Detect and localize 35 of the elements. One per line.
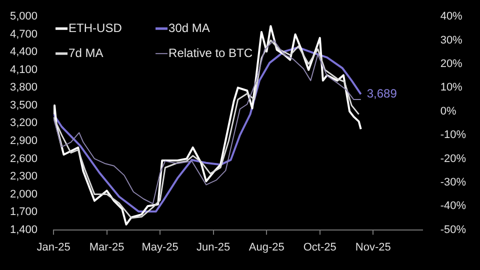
y2-tick-label: -10% (440, 129, 466, 142)
y-tick-label: 5,000 (10, 10, 38, 23)
x-tick-label: Jun-25 (196, 241, 230, 254)
legend-label: ETH-USD (68, 20, 122, 35)
x-tick-label: Aug-25 (248, 241, 284, 254)
legend-label: 30d MA (168, 20, 210, 35)
y2-tick-label: 20% (440, 58, 463, 70)
y-tick-label: 3,200 (10, 117, 38, 130)
y-tick-label: 3,500 (10, 99, 38, 112)
y2-tick-label: 0% (440, 105, 456, 118)
y-tick-label: 1,700 (10, 206, 38, 218)
y-tick-label: 4,700 (10, 28, 38, 40)
y2-tick-label: 10% (440, 82, 463, 94)
annotation: 3,689 (366, 86, 398, 101)
y2-tick-label: 40% (440, 10, 463, 23)
y2-tick-label: 30% (440, 34, 463, 46)
y-tick-label: 2,600 (10, 152, 38, 165)
x-tick-label: Oct-25 (303, 241, 336, 254)
x-tick-label: Jan-25 (36, 241, 70, 254)
y-tick-label: 3,800 (10, 82, 38, 94)
y-tick-label: 2,000 (10, 188, 38, 200)
y2-tick-label: -30% (440, 176, 466, 188)
y-tick-label: 1,400 (10, 224, 38, 236)
y-tick-label: 4,400 (10, 46, 38, 58)
y2-tick-label: -50% (440, 224, 466, 236)
y-tick-label: 2,900 (10, 135, 38, 147)
legend-label: Relative to BTC (168, 46, 253, 60)
legend-label: 7d MA (68, 46, 104, 60)
y2-tick-label: -20% (440, 152, 466, 165)
x-tick-label: May-25 (142, 241, 178, 254)
y2-tick-label: -40% (440, 200, 466, 212)
y-tick-label: 4,100 (10, 64, 38, 76)
x-tick-label: Nov-25 (355, 241, 391, 254)
y-tick-label: 2,300 (10, 170, 38, 183)
x-tick-label: Mar-25 (89, 241, 124, 254)
